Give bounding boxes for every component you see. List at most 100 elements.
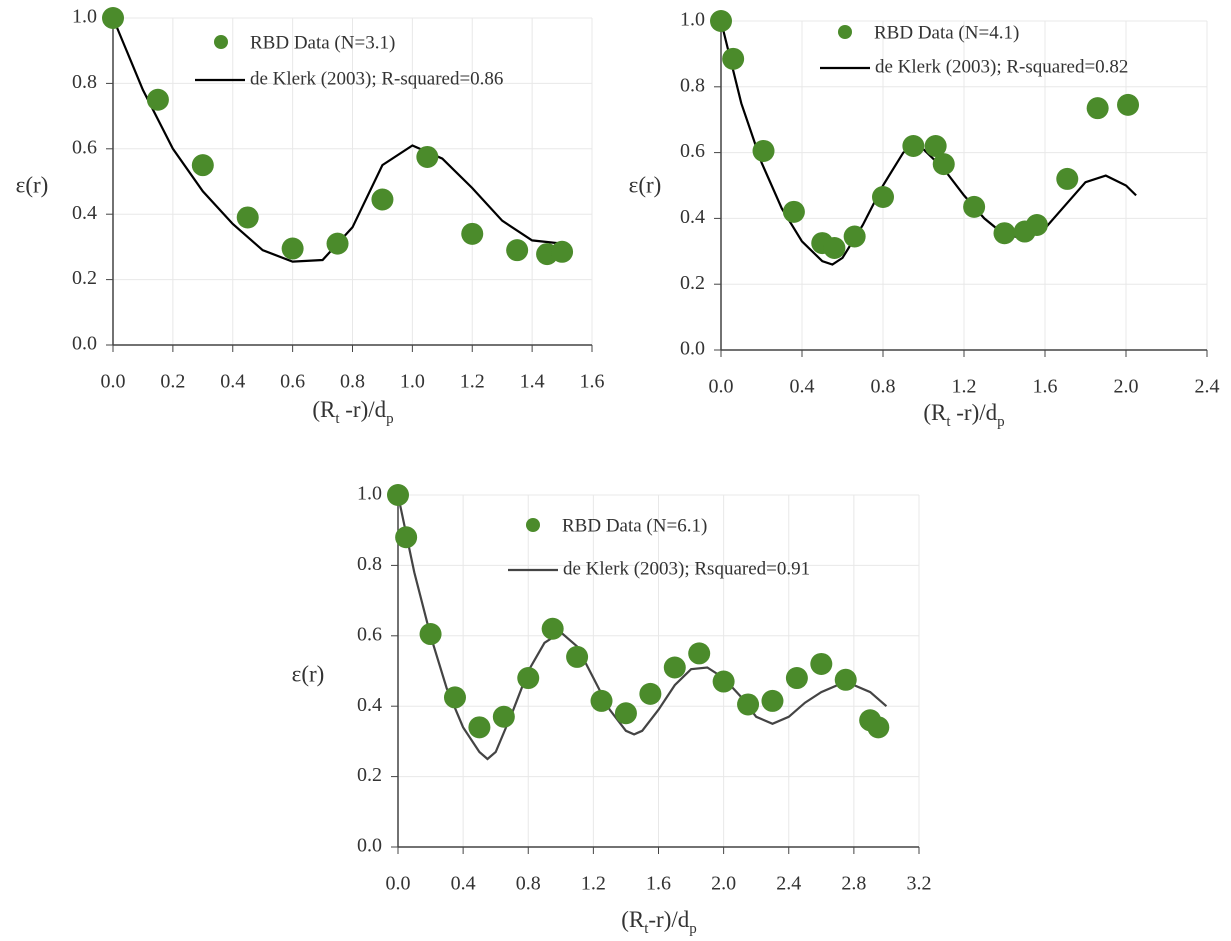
x-tick-label: 1.6 <box>646 873 671 895</box>
x-tick-label: 2.0 <box>1114 376 1139 398</box>
fit-line <box>111 17 563 263</box>
data-point <box>1056 167 1079 190</box>
data-point <box>371 188 394 211</box>
x-tick-label: 0.0 <box>386 873 411 895</box>
x-axis-label-part: -r)/d <box>951 400 998 425</box>
x-axis-label-part: -r)/d <box>648 907 689 932</box>
data-point <box>236 206 259 229</box>
x-axis-label: (Rt -r)/dp <box>312 397 393 427</box>
chart: 0.0 0.2 0.4 0.6 0.8 1.0 1.2 1.4 1.6 0.0 0.2 0.4 0.6 0… <box>16 6 605 428</box>
data-point <box>823 237 846 260</box>
data-point <box>416 145 439 168</box>
data-point <box>551 240 574 263</box>
data-point <box>867 716 890 739</box>
data-point <box>737 693 760 716</box>
data-point <box>834 668 857 691</box>
data-point <box>663 656 686 679</box>
x-tick-label: 1.6 <box>1033 376 1058 398</box>
x-tick-label: 1.2 <box>460 371 485 393</box>
x-tick-label: 0.4 <box>451 873 476 895</box>
data-point <box>566 645 589 668</box>
data-point <box>492 705 515 728</box>
x-tick-label: 1.2 <box>581 873 606 895</box>
y-tick-label: 0.2 <box>357 764 382 786</box>
data-point <box>782 200 805 223</box>
data-point <box>810 652 833 675</box>
x-axis-label-part: -r)/d <box>340 397 387 422</box>
legend-label: RBD Data (N=3.1) <box>250 32 395 53</box>
data-point <box>461 222 484 245</box>
x-tick-label: 1.0 <box>400 371 425 393</box>
y-tick-label: 0.0 <box>72 333 97 355</box>
x-axis-label-part: t <box>644 921 649 937</box>
data-point <box>1117 93 1140 116</box>
legend-label: RBD Data (N=6.1) <box>562 515 707 536</box>
data-point <box>517 667 540 690</box>
data-point <box>843 225 866 248</box>
data-point <box>443 686 466 709</box>
data-point <box>614 702 637 725</box>
x-axis-label: (Rt-r)/dp <box>621 907 697 937</box>
x-axis-label-part: p <box>997 414 1005 430</box>
y-tick-label: 1.0 <box>72 6 97 28</box>
data-point <box>102 7 124 29</box>
y-tick-label: 0.8 <box>72 71 97 93</box>
data-point <box>326 232 349 255</box>
y-tick-label: 0.2 <box>680 272 705 294</box>
x-axis-label-part: (R <box>621 907 645 932</box>
data-point <box>710 10 732 32</box>
y-tick-label: 0.8 <box>680 74 705 96</box>
x-axis-label: (Rt -r)/dp <box>923 400 1004 430</box>
x-tick-label: 1.2 <box>952 376 977 398</box>
legend-label: de Klerk (2003); R-squared=0.86 <box>250 68 503 89</box>
y-tick-label: 0.4 <box>72 202 97 224</box>
data-point <box>146 88 169 111</box>
data-point <box>872 186 894 209</box>
data-point <box>752 139 775 162</box>
x-tick-label: 0.6 <box>280 371 305 393</box>
x-axis-label-part: (R <box>312 397 336 422</box>
data-point <box>993 222 1016 245</box>
x-tick-label: 3.2 <box>907 873 932 895</box>
data-point <box>387 484 409 506</box>
chart: 0.0 0.4 0.8 1.2 1.6 2.0 2.4 0.0 0.2 0.4 0.6 0.8 1.0 (… <box>629 9 1220 431</box>
data-point <box>191 154 214 177</box>
legend-marker <box>838 25 852 39</box>
legend-label: de Klerk (2003); R-squared=0.82 <box>875 56 1128 77</box>
y-tick-label: 0.4 <box>680 206 705 228</box>
y-axis-label: ε(r) <box>292 661 325 686</box>
legend-label: RBD Data (N=4.1) <box>874 22 1019 43</box>
y-tick-label: 0.8 <box>357 553 382 575</box>
x-tick-label: 0.4 <box>790 376 815 398</box>
x-axis-label-part: t <box>335 411 340 427</box>
y-tick-label: 0.2 <box>72 267 97 289</box>
y-tick-label: 1.0 <box>680 9 705 31</box>
x-tick-label: 1.4 <box>520 371 545 393</box>
y-axis-label: ε(r) <box>16 172 49 197</box>
data-point <box>1086 97 1109 120</box>
data-point <box>932 153 955 176</box>
x-tick-label: 0.2 <box>160 371 185 393</box>
data-point <box>419 623 442 646</box>
y-tick-label: 0.6 <box>357 623 382 645</box>
x-tick-label: 0.8 <box>516 873 541 895</box>
x-axis-label-part: p <box>386 411 394 427</box>
x-axis-label-part: (R <box>923 400 947 425</box>
x-axis-label-part: p <box>689 921 697 937</box>
x-tick-label: 2.8 <box>841 873 866 895</box>
x-tick-label: 2.4 <box>776 873 801 895</box>
data-point <box>506 239 529 262</box>
x-axis-label-part: t <box>946 414 951 430</box>
y-tick-label: 0.4 <box>357 694 382 716</box>
legend-marker <box>214 35 228 49</box>
x-tick-label: 2.4 <box>1195 376 1220 398</box>
data-point <box>281 237 304 260</box>
data-point <box>395 526 418 549</box>
x-tick-label: 0.8 <box>340 371 365 393</box>
legend-marker <box>526 518 540 532</box>
data-point <box>761 689 784 712</box>
y-tick-label: 0.0 <box>357 835 382 857</box>
x-tick-label: 0.4 <box>220 371 245 393</box>
y-axis-label: ε(r) <box>629 172 662 197</box>
